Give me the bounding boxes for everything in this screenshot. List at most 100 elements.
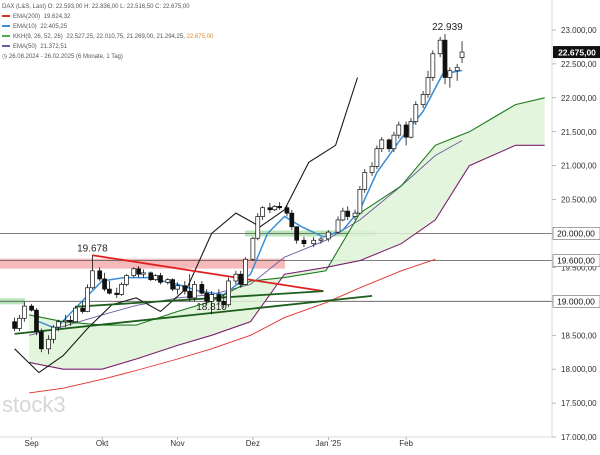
candle-body [459,51,465,58]
candle-body [243,258,248,285]
candle-body [131,268,137,276]
candle-body [340,210,346,221]
legend-value: 21.294,25 [156,34,184,40]
series-line [29,258,436,394]
legend-close-value: 22.675,00 [162,4,190,10]
legend-value: 22.405,25 [40,24,68,30]
candle-body [447,70,453,78]
candle-body [362,172,368,190]
candle-body [325,231,331,240]
x-tick-label: Nov [170,439,184,448]
legend-ema50: EMA(50) 21.372,51 [2,42,213,52]
candle-body [158,275,163,283]
candle-body [357,189,363,214]
legend-title-row: DAX (L&S, Last) O: 22.593,00 H: 22.836,0… [2,2,213,12]
legend-swatch [2,35,10,38]
y-tick-label: 18.500,00 [561,331,597,340]
candle-body [238,273,244,285]
candle-body [454,66,460,72]
candle-body [73,307,78,323]
trendline [14,295,373,335]
candle-body [318,238,324,241]
series-line [29,144,545,370]
candle-body [165,279,171,283]
candle-body [124,275,129,285]
indicator-legend: DAX (L&S, Last) O: 22.593,00 H: 22.836,0… [2,2,213,62]
y-tick-label: 22.500,00 [561,60,597,69]
candle-body [226,280,231,306]
candle-body [80,307,86,312]
candle-body [85,287,90,312]
candle-body [153,275,158,280]
watermark-logo: stock3 [2,392,66,417]
level-label: 19.000,00 [557,296,595,306]
legend-swatch [2,45,10,48]
candle-body [413,104,419,122]
legend-value: 22.527,25 [66,34,94,40]
candle-body [175,285,180,290]
legend-open-value: 22.593,00 [55,4,83,10]
candle-body [170,279,176,290]
candle-body [136,268,141,275]
current-price-label: 22.675,00 [558,48,596,58]
candle-body [56,321,61,328]
legend-label: EMA(10) [13,24,37,30]
candle-body [369,165,375,173]
candle-body [420,94,426,105]
period-label: 26.08.2024 - 26.02.2025 (6 Monate, 1 Tag… [8,54,123,60]
candle-body [187,290,193,299]
legend-low: L: 22.516,50 [120,4,154,10]
legend-high-value: 22.836,00 [91,4,119,10]
candle-body [68,319,73,323]
legend-close: C: 22.675,00 [155,4,190,10]
y-tick-label: 18.000,00 [561,365,597,374]
level-label-box [552,254,600,267]
candle-body [192,284,197,299]
candle-body [255,216,261,239]
candle-body [267,207,273,211]
y-tick-label: 21.000,00 [561,162,597,171]
candle-body [21,305,27,319]
price-annotation: 18.810 [196,302,227,313]
x-tick-label: Okt [96,439,109,448]
legend-label: EMA(50) [13,44,37,50]
candle-body [209,294,214,302]
y-tick-label: 17.000,00 [561,433,597,442]
legend-swatch [2,25,10,28]
legend-value: 21.372,51 [40,44,68,50]
candle-body [182,285,188,292]
candle-body [63,319,69,323]
legend-label: KKH(9, 26, 52, 26) [13,34,63,40]
y-tick-label: 21.500,00 [561,128,597,137]
x-tick-label: Jan '25 [316,439,342,448]
candle-body [97,270,103,280]
candle-body [46,338,51,350]
legend-value: 21.269,00 [126,34,154,40]
candle-body [425,77,431,95]
legend-high: H: 22.836,00 [84,4,119,10]
trendline [92,254,324,293]
level-label: 20.000,00 [557,229,595,239]
candle-body [38,331,44,350]
legend-low-value: 22.516,50 [126,4,154,10]
candle-body [233,273,239,282]
level-label-box [552,227,600,240]
candle-body [311,239,317,245]
y-tick-label: 17.500,00 [561,399,597,408]
current-price-box [553,46,600,59]
candle-body [289,212,295,228]
legend-value: 22.675,00 [186,34,214,40]
candle-body [301,239,307,245]
ichimoku-cloud [29,97,545,370]
candle-body [284,207,290,214]
candle-body [408,121,414,138]
candle-body [204,292,210,302]
trendline [75,290,324,308]
candle-body [141,272,146,275]
series-line [14,77,359,374]
candle-body [345,210,351,217]
candle-body [119,284,124,295]
price-annotation: 19.678 [77,243,108,254]
candle-body [90,270,95,289]
